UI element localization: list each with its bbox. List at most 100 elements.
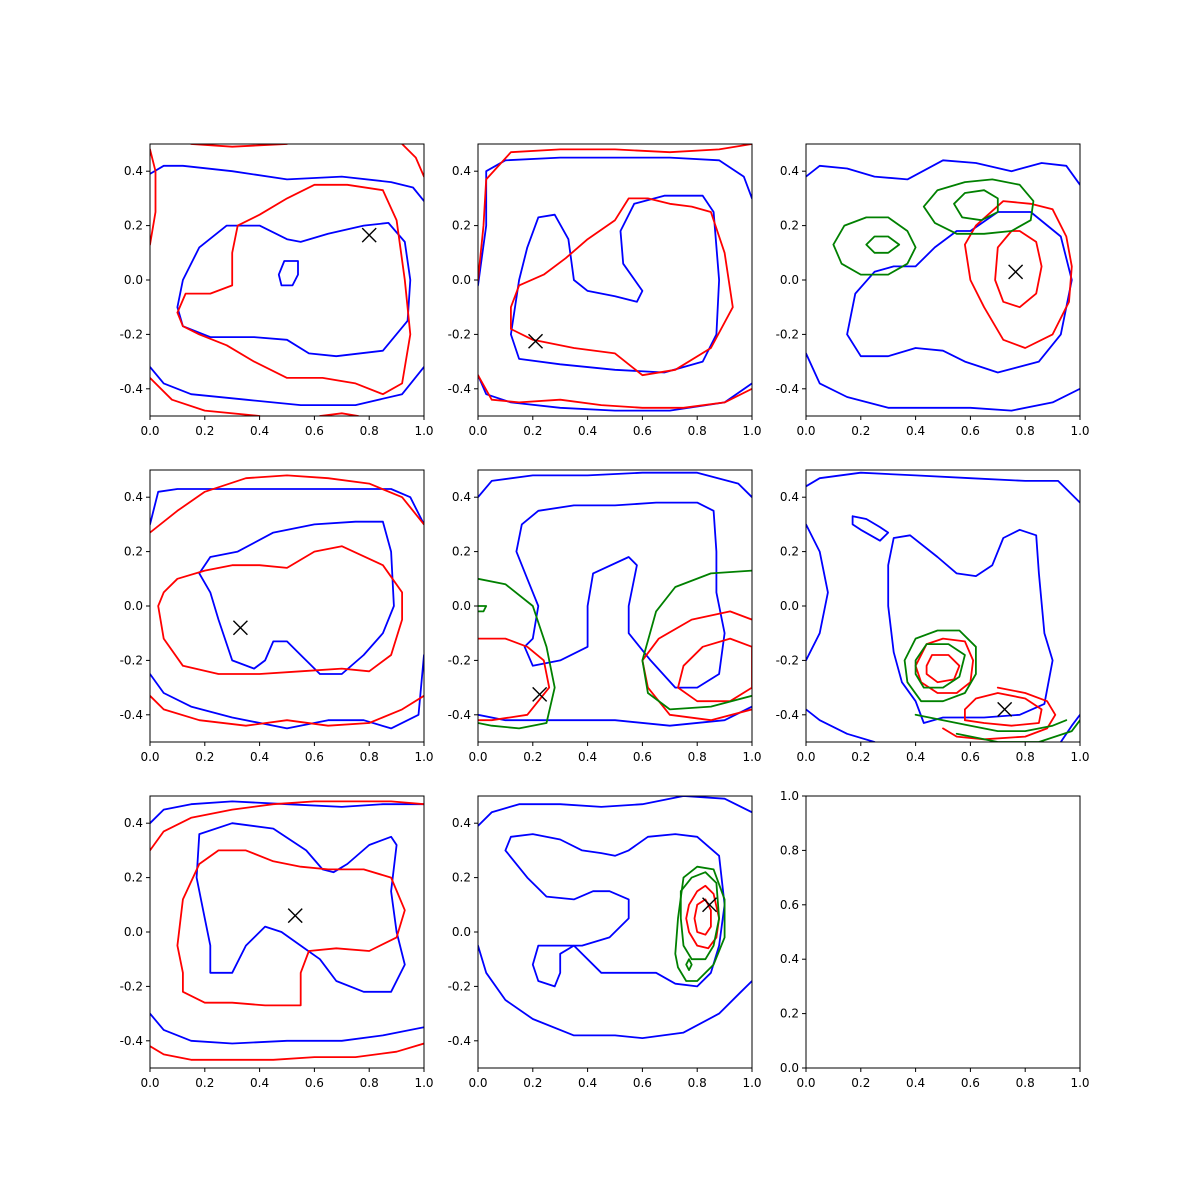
y-tick-label: 0.2 [452,219,471,233]
x-tick-label: 0.6 [633,750,652,764]
x-tick-label: 0.2 [523,750,542,764]
contour-green-9 [641,569,752,711]
x-tick-label: 0.8 [688,424,707,438]
subplot-1: 0.0 0.2 0.4 0.6 0.8 1.0 -0.4 -0.2 0.0 0.2 0.4 [120,143,434,438]
y-tick-label: 0.2 [124,219,143,233]
contour-blue-2 [150,366,424,406]
x-tick-label: 0.4 [250,1076,269,1090]
contour-blue-3 [195,822,406,993]
contour-green-7 [865,235,901,254]
y-tick-label: -0.2 [448,979,471,993]
y-tick-label: 0.0 [124,599,143,613]
x-tick-label: 0.8 [1016,750,1035,764]
contour-green-7 [478,577,556,730]
x-tick-label: 0.2 [851,750,870,764]
x-tick-label: 0.2 [195,1076,214,1090]
contour-red-6 [157,545,403,675]
x-tick-label: 0.2 [523,424,542,438]
contour-red-5 [693,898,712,936]
y-tick-label: 0.0 [780,599,799,613]
x-tick-label: 0.2 [851,1076,870,1090]
contour-red-6 [510,197,734,377]
axes-frame [805,795,1081,1069]
contour-blue-1 [478,796,752,827]
y-tick-label: -0.4 [776,708,799,722]
contour-group [150,800,424,1061]
contour-blue-1 [478,471,752,499]
contour-group [806,159,1080,412]
y-tick-label: 0.2 [452,871,471,885]
subplot-7: 0.0 0.2 0.4 0.6 0.8 1.0 -0.4 -0.2 0.0 0.2 0.4 [120,795,434,1090]
contour-green-14 [955,719,1080,742]
contour-red-10 [942,686,1057,741]
x-tick-label: 0.6 [633,1076,652,1090]
x-marker [997,701,1013,717]
x-tick-label: 0.8 [360,1076,379,1090]
contour-blue-3 [198,520,395,675]
y-tick-label: 0.2 [452,545,471,559]
contour-red-9 [964,692,1043,727]
contour-blue-4 [1059,713,1080,742]
x-tick-label: 0.6 [961,424,980,438]
x-tick-label: 1.0 [414,1076,433,1090]
contour-blue-2 [806,352,1080,412]
y-tick-label: 0.4 [780,952,799,966]
contour-red-7 [925,654,961,684]
contour-green-12 [914,643,966,689]
contour-red-10 [319,412,360,416]
contour-red-4 [478,637,551,722]
contour-blue-3 [504,833,726,988]
y-tick-label: 0.4 [124,164,143,178]
x-marker [532,686,548,702]
contour-red-5 [641,610,752,722]
contour-blue-1 [806,471,1080,504]
y-tick-label: 0.0 [780,273,799,287]
y-tick-label: -0.4 [776,382,799,396]
x-tick-label: 0.8 [1016,424,1035,438]
contour-red-4 [478,144,752,281]
x-tick-label: 1.0 [414,750,433,764]
contour-blue-2 [150,1012,424,1045]
contour-green-8 [478,605,488,613]
subplot-9: 0.0 0.2 0.4 0.6 0.8 1.0 0.0 0.2 0.4 0.6 0.8 1.0 [780,789,1090,1090]
y-tick-label: -0.2 [448,653,471,667]
contour-red-5 [150,694,424,727]
x-tick-label: 0.2 [195,750,214,764]
contour-red-5 [994,230,1043,309]
x-marker [232,620,248,636]
x-tick-label: 0.6 [961,750,980,764]
contour-blue-1 [150,164,424,202]
x-tick-label: 0.0 [796,424,815,438]
contour-blue-1 [150,488,424,526]
y-tick-label: 1.0 [780,789,799,803]
y-tick-label: 0.6 [780,898,799,912]
y-tick-label: -0.2 [120,327,143,341]
y-tick-label: 0.4 [124,490,143,504]
x-tick-label: 0.0 [468,424,487,438]
x-tick-label: 1.0 [742,424,761,438]
subplot-4: 0.0 0.2 0.4 0.6 0.8 1.0 -0.4 -0.2 0.0 0.2 0.4 [120,469,434,764]
contour-blue-3 [510,194,720,374]
contour-group [478,796,752,1039]
x-marker [361,227,377,243]
y-tick-label: -0.2 [776,327,799,341]
x-tick-label: 1.0 [742,1076,761,1090]
x-tick-label: 0.4 [578,1076,597,1090]
x-tick-label: 0.4 [906,424,925,438]
y-tick-label: -0.4 [448,708,471,722]
y-tick-label: -0.2 [448,327,471,341]
y-tick-label: 0.4 [124,816,143,830]
x-tick-label: 1.0 [414,424,433,438]
x-tick-label: 0.6 [305,750,324,764]
y-tick-label: 0.0 [452,925,471,939]
y-tick-label: -0.4 [120,382,143,396]
y-tick-label: 0.0 [124,925,143,939]
contour-red-7 [401,144,424,178]
x-tick-label: 0.2 [523,1076,542,1090]
y-tick-label: 0.4 [780,164,799,178]
x-tick-label: 0.8 [360,424,379,438]
contour-blue-1 [806,159,1080,186]
y-tick-label: 0.2 [780,545,799,559]
contour-red-5 [150,1042,424,1061]
contour-red-8 [176,183,412,396]
